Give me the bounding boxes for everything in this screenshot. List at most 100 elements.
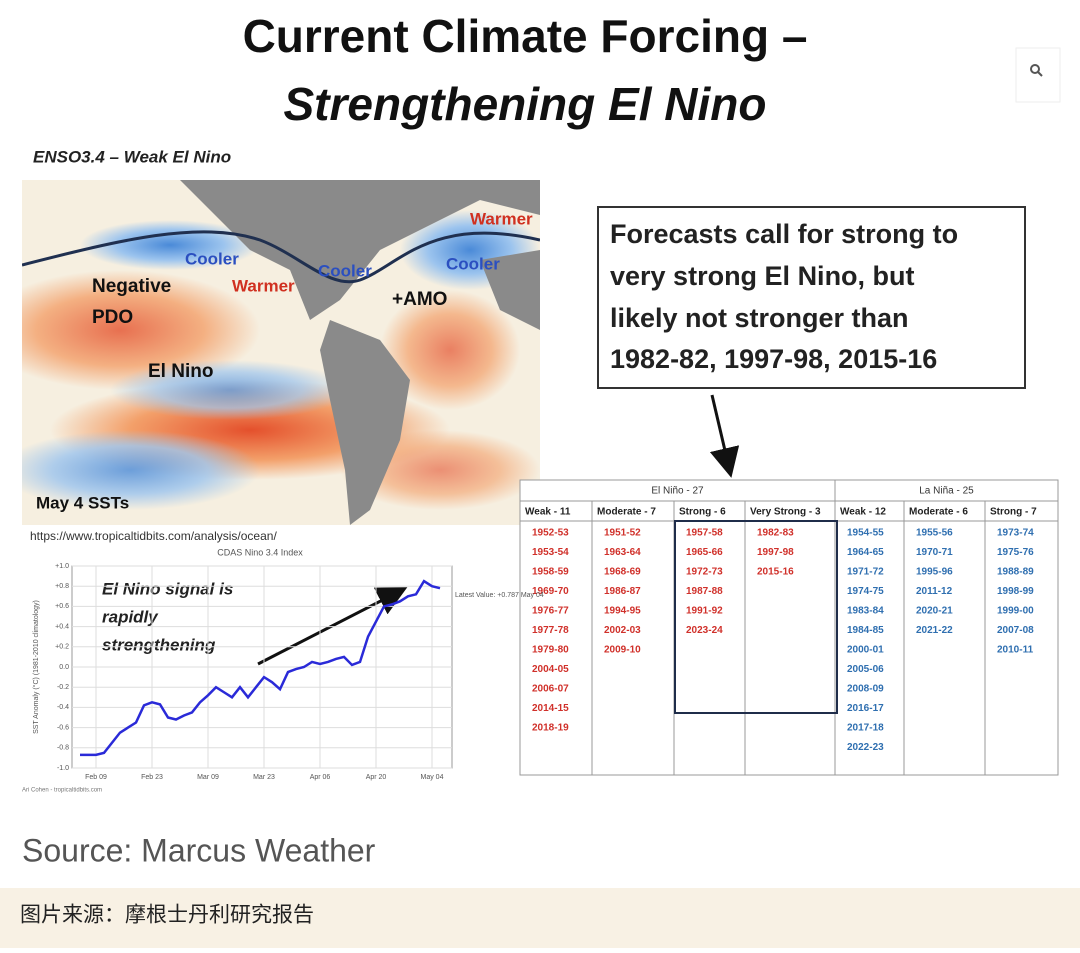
map-label: El Nino xyxy=(148,361,213,382)
year-cell: 2005-06 xyxy=(847,664,884,675)
year-cell: 1964-65 xyxy=(847,547,884,558)
year-cell: 1969-70 xyxy=(532,586,569,597)
year-cell: 1973-74 xyxy=(997,528,1034,539)
year-cell: 1987-88 xyxy=(686,586,723,597)
credit: Ari Cohen - tropicaltidbits.com xyxy=(22,788,102,794)
map-label: Cooler xyxy=(318,261,372,280)
year-cell: 2002-03 xyxy=(604,625,641,636)
callout-line: Forecasts call for strong to xyxy=(610,219,958,249)
column-header: Moderate - 7 xyxy=(597,507,656,518)
y-tick-label: -0.2 xyxy=(57,684,69,691)
title: Current Climate Forcing – xyxy=(243,10,808,62)
year-cell: 1997-98 xyxy=(757,547,794,558)
sst-map xyxy=(22,180,540,525)
year-cell: 2007-08 xyxy=(997,625,1034,636)
year-cell: 1999-00 xyxy=(997,606,1034,617)
enso-table: El Niño - 27 Weak - 11 1952-53 1953-54 1958-… xyxy=(519,479,1059,776)
highlight-box xyxy=(674,520,838,714)
callout-box xyxy=(597,206,1026,389)
map-label: Warmer xyxy=(470,209,533,228)
url: https://www.tropicaltidbits.com/analysis… xyxy=(30,529,277,543)
y-tick-label: +1.0 xyxy=(55,563,69,570)
y-tick-label: -0.6 xyxy=(57,724,69,731)
year-cell: 2017-18 xyxy=(847,723,884,734)
nino-chart: https://www.tropicaltidbits.com/analysis… xyxy=(22,529,544,793)
year-cell: 1953-54 xyxy=(532,547,569,558)
year-cell: 1975-76 xyxy=(997,547,1034,558)
y-tick-label: +0.8 xyxy=(55,583,69,590)
subtitle: Strengthening El Nino xyxy=(284,78,767,130)
year-cell: 2006-07 xyxy=(532,684,569,695)
year-cell: 1951-52 xyxy=(604,528,641,539)
y-tick-label: +0.6 xyxy=(55,603,69,610)
map-header: ENSO3.4 – Weak El Nino xyxy=(33,147,231,166)
y-tick-label: 0.0 xyxy=(59,664,69,671)
x-tick-label: May 04 xyxy=(421,774,444,781)
year-cell: 2015-16 xyxy=(757,567,794,578)
annotation: rapidly xyxy=(102,607,159,626)
callout-line: likely not stronger than xyxy=(610,303,909,333)
year-cell: 2021-22 xyxy=(916,625,953,636)
year-cell: 2009-10 xyxy=(604,645,641,656)
year-cell: 1976-77 xyxy=(532,606,569,617)
column-header: Weak - 12 xyxy=(840,507,886,518)
latest-value: Latest Value: +0.787 May 04 xyxy=(455,592,544,599)
x-tick-label: Feb 09 xyxy=(85,774,107,781)
y-tick-label: +0.4 xyxy=(55,623,69,630)
map-labels: Cooler Cooler Cooler Warmer Warmer Negat… xyxy=(36,209,533,512)
callout-arrow xyxy=(709,394,740,478)
chart-title: CDAS Nino 3.4 Index xyxy=(217,547,303,557)
x-tick-label: Mar 23 xyxy=(253,774,275,781)
map-label: Warmer xyxy=(232,276,295,295)
column-header: Strong - 7 xyxy=(990,507,1037,518)
year-cell: 1982-83 xyxy=(757,528,794,539)
year-cell: 1977-78 xyxy=(532,625,569,636)
year-cell: 1965-66 xyxy=(686,547,723,558)
y-tick-label: -0.8 xyxy=(57,745,69,752)
year-cell: 1984-85 xyxy=(847,625,884,636)
caption: 图片来源：摩根士丹利研究报告 xyxy=(20,903,314,927)
x-tick-label: Apr 06 xyxy=(310,774,331,781)
annotation: strengthening xyxy=(102,635,216,654)
x-tick-label: Mar 09 xyxy=(197,774,219,781)
year-cell: 1957-58 xyxy=(686,528,723,539)
year-cell: 1988-89 xyxy=(997,567,1034,578)
year-cell: 2018-19 xyxy=(532,723,569,734)
y-tick-label: +0.2 xyxy=(55,644,69,651)
year-cell: 2020-21 xyxy=(916,606,953,617)
callout-line: 1982-82, 1997-98, 2015-16 xyxy=(610,344,937,374)
year-cell: 1991-92 xyxy=(686,606,723,617)
year-cell: 1974-75 xyxy=(847,586,884,597)
year-cell: 1995-96 xyxy=(916,567,953,578)
year-cell: 2023-24 xyxy=(686,625,723,636)
year-cell: 1963-64 xyxy=(604,547,641,558)
column-header: Moderate - 6 xyxy=(909,507,968,518)
year-cell: 1979-80 xyxy=(532,645,569,656)
annotation: El Nino signal is xyxy=(102,579,233,598)
year-cell: 1971-72 xyxy=(847,567,884,578)
year-cell: 1983-84 xyxy=(847,606,884,617)
caption-bar xyxy=(0,888,1080,948)
year-cell: 1998-99 xyxy=(997,586,1034,597)
x-tick-label: Feb 23 xyxy=(141,774,163,781)
search-button[interactable] xyxy=(1015,47,1061,103)
year-cell: 1994-95 xyxy=(604,606,641,617)
year-cell: 1968-69 xyxy=(604,567,641,578)
series-line xyxy=(80,579,441,757)
year-cell: 2004-05 xyxy=(532,664,569,675)
year-cell: 2010-11 xyxy=(997,645,1034,656)
y-tick-label: -0.4 xyxy=(57,704,69,711)
source: Source: Marcus Weather xyxy=(22,832,376,868)
year-cell: 2022-23 xyxy=(847,742,884,753)
map-label: Negative xyxy=(92,276,171,297)
year-cell: 1954-55 xyxy=(847,528,884,539)
year-cell: 2000-01 xyxy=(847,645,884,656)
column-header: Weak - 11 xyxy=(525,507,571,518)
year-cell: 2014-15 xyxy=(532,703,569,714)
y-axis-label: SST Anomaly (°C) (1981-2010 climatology) xyxy=(32,600,40,734)
column-header: Very Strong - 3 xyxy=(750,507,821,518)
group-header: El Niño - 27 xyxy=(651,486,704,497)
y-tick-label: -1.0 xyxy=(57,765,69,772)
